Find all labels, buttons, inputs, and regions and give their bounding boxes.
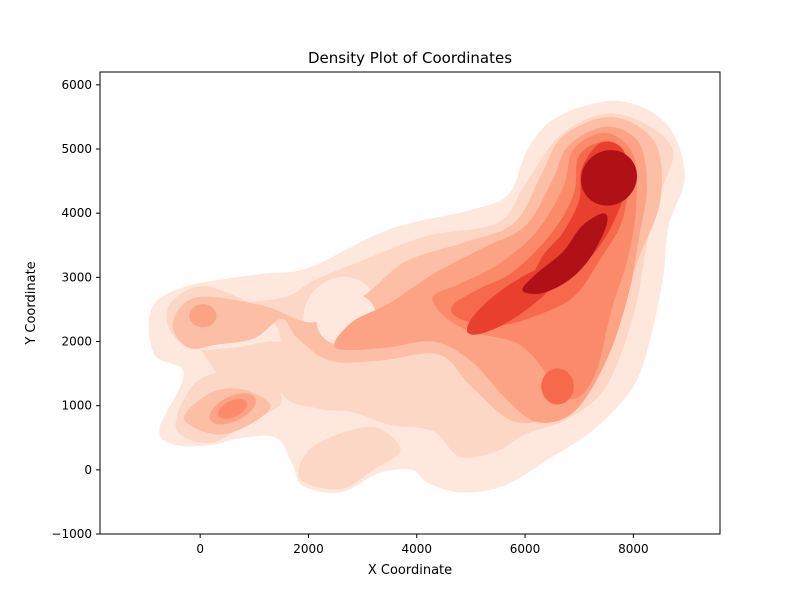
y-tick-label: 3000 (61, 270, 92, 284)
density-contour-level-2-south (298, 426, 401, 490)
y-axis-label: Y Coordinate (24, 261, 39, 345)
chart-title: Density Plot of Coordinates (308, 49, 512, 67)
density-contour-level-5-west (218, 398, 248, 419)
x-axis-label: X Coordinate (368, 563, 452, 578)
x-tick-label: 2000 (293, 542, 324, 556)
density-contour-level-6-south (541, 368, 574, 405)
density-contour-level-4-west-spot (189, 304, 217, 328)
y-tick-label: 4000 (61, 206, 92, 220)
axes-frame (99, 71, 721, 535)
y-tick-label: 1000 (61, 399, 92, 413)
y-tick-label: 6000 (61, 78, 92, 92)
x-tick-label: 0 (196, 542, 204, 556)
x-tick-label: 8000 (618, 542, 649, 556)
density-contours (148, 100, 685, 493)
x-tick-label: 6000 (510, 542, 541, 556)
y-axis-ticks: −1000 0 1000 2000 3000 4000 5000 6000 (51, 78, 100, 541)
y-tick-label: 0 (84, 463, 92, 477)
y-tick-label: 2000 (61, 335, 92, 349)
x-tick-label: 4000 (401, 542, 432, 556)
density-contour-level-8-ridge (522, 213, 608, 295)
y-tick-label: −1000 (51, 527, 92, 541)
x-axis-ticks: 0 2000 4000 6000 8000 (196, 534, 649, 556)
density-contour-level-8-north (581, 150, 637, 206)
y-tick-label: 5000 (61, 142, 92, 156)
